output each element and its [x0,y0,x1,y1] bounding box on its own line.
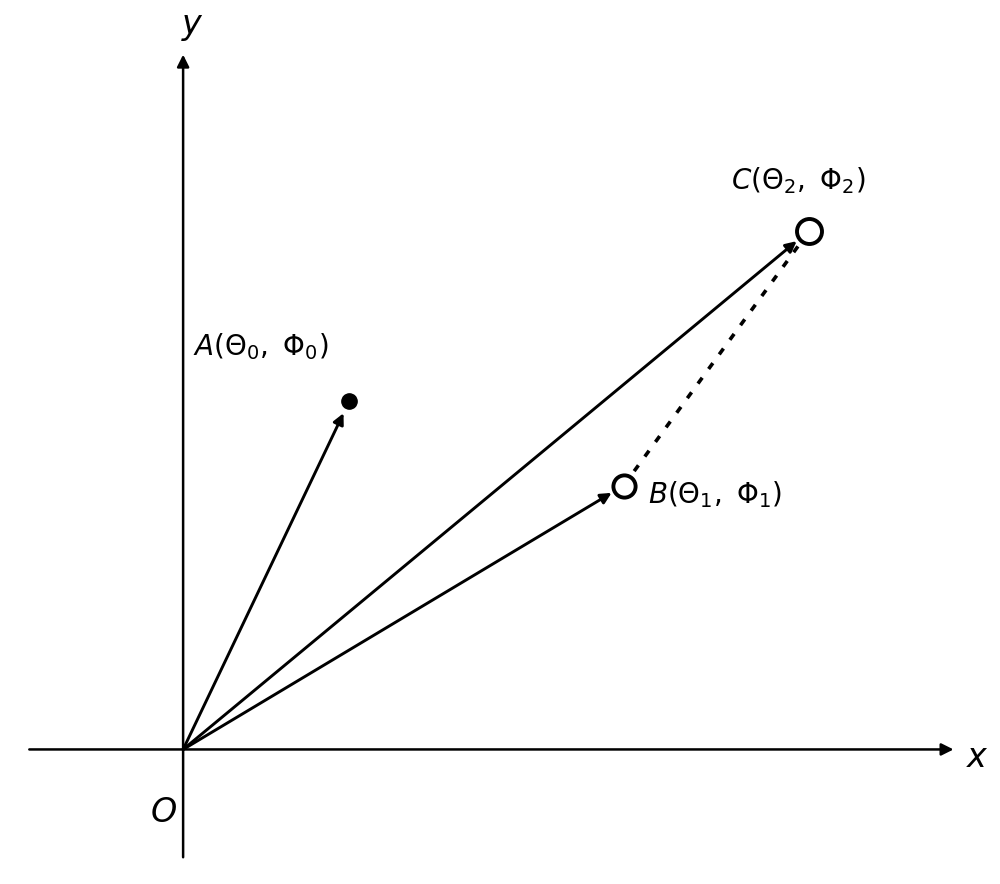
Text: $A(\Theta_0,\ \Phi_0)$: $A(\Theta_0,\ \Phi_0)$ [193,332,328,362]
Text: $O$: $O$ [150,796,177,829]
Text: $x$: $x$ [966,742,989,774]
Text: $C(\Theta_2,\ \Phi_2)$: $C(\Theta_2,\ \Phi_2)$ [731,165,866,196]
Text: $B(\Theta_1,\ \Phi_1)$: $B(\Theta_1,\ \Phi_1)$ [648,479,782,510]
Text: $y$: $y$ [181,11,204,43]
